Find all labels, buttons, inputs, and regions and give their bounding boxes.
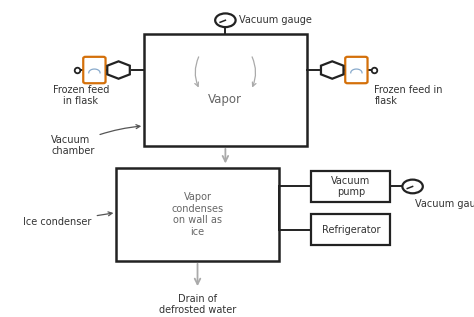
Circle shape [402,180,423,193]
Polygon shape [321,61,344,79]
Text: Vacuum
pump: Vacuum pump [331,176,371,197]
FancyBboxPatch shape [144,34,307,146]
Text: Refrigerator: Refrigerator [321,225,380,235]
Text: Vacuum
chamber: Vacuum chamber [51,125,140,157]
Text: Vapor
condenses
on wall as
ice: Vapor condenses on wall as ice [172,192,224,237]
FancyBboxPatch shape [116,168,279,261]
FancyBboxPatch shape [345,57,367,83]
Polygon shape [107,61,130,79]
Text: Vacuum gauge: Vacuum gauge [239,15,312,25]
Text: Frozen feed in
flask: Frozen feed in flask [374,85,443,107]
FancyBboxPatch shape [311,214,390,245]
Circle shape [215,13,236,27]
FancyBboxPatch shape [83,57,106,83]
Text: Vacuum gauge: Vacuum gauge [415,199,474,209]
Text: Frozen feed
in flask: Frozen feed in flask [53,85,109,107]
FancyArrowPatch shape [252,57,256,86]
Text: Vapor: Vapor [209,93,242,106]
Text: Ice condenser: Ice condenser [23,212,112,227]
FancyBboxPatch shape [311,171,390,202]
Text: Drain of
defrosted water: Drain of defrosted water [159,294,236,315]
FancyArrowPatch shape [195,57,199,86]
